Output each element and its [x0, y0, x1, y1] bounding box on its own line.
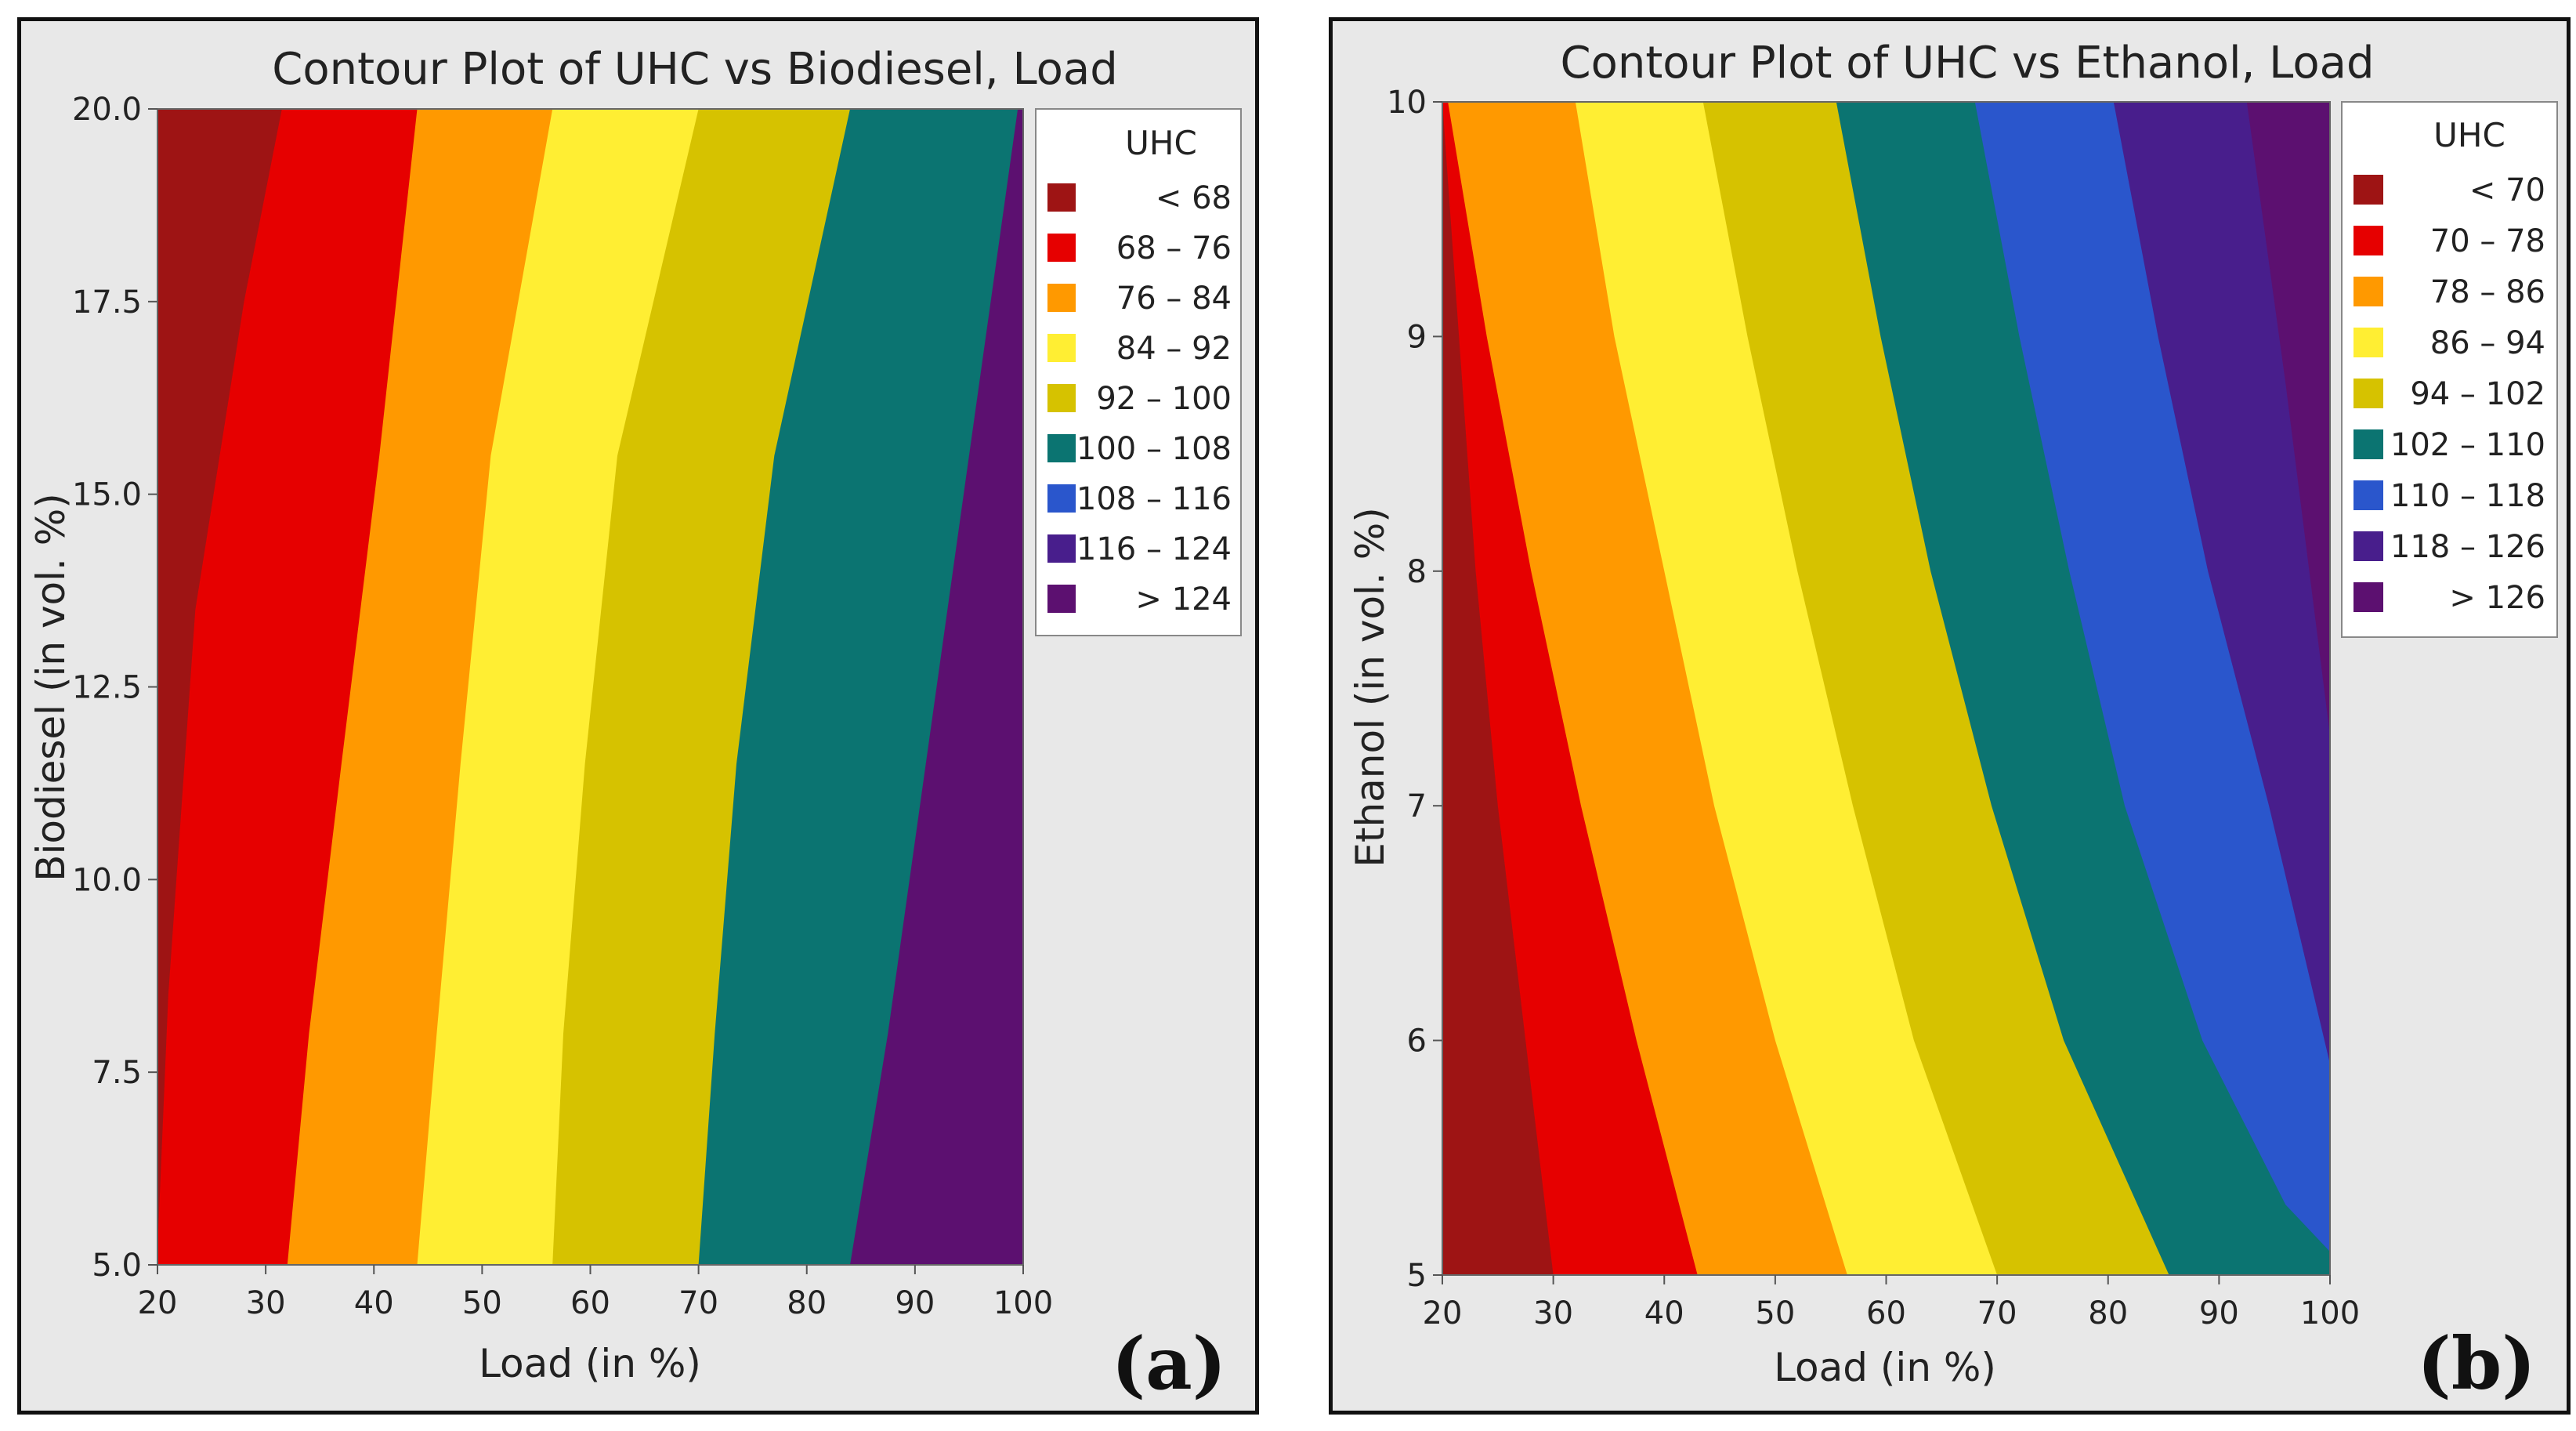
contour-chart-a: Contour Plot of UHC vs Biodiesel, Load 2… [28, 44, 1242, 1406]
panel-label: (b) [2417, 1321, 2535, 1406]
y-tick-label: 12.5 [72, 670, 142, 706]
y-tick-label: 5.0 [92, 1248, 142, 1284]
x-tick-label: 20 [1423, 1295, 1463, 1331]
legend-label: 100 – 108 [1076, 431, 1232, 467]
y-tick-label: 8 [1407, 554, 1427, 590]
x-tick-label: 50 [1755, 1295, 1795, 1331]
legend-label: 102 – 110 [2390, 427, 2545, 463]
legend-swatch [2353, 582, 2383, 612]
legend-label: 92 – 100 [1096, 381, 1232, 417]
legend: UHC < 70 70 – 78 78 – 86 86 – 94 94 – 102 102… [2341, 101, 2558, 638]
legend-swatch [1047, 434, 1076, 462]
legend-swatch [2353, 175, 2383, 205]
chart-title: Contour Plot of UHC vs Biodiesel, Load [272, 44, 1118, 95]
x-tick-label: 90 [2199, 1295, 2239, 1331]
legend-label: 110 – 118 [2390, 478, 2545, 514]
contour-region [1442, 102, 1554, 1275]
x-tick-label: 70 [1977, 1295, 2017, 1331]
legend-swatch [1047, 334, 1076, 362]
legend-swatch [2353, 277, 2383, 306]
legend-swatch [1047, 234, 1076, 262]
x-tick-label: 50 [462, 1285, 502, 1321]
legend-label: 116 – 124 [1076, 531, 1232, 567]
x-tick-label: 80 [787, 1285, 827, 1321]
x-tick-label: 100 [993, 1285, 1053, 1321]
x-tick-label: 30 [1533, 1295, 1573, 1331]
contour-panel-a: Contour Plot of UHC vs Biodiesel, Load 2… [17, 17, 1259, 1415]
legend-swatch [1047, 384, 1076, 412]
legend-swatch [1047, 183, 1076, 212]
legend-title: UHC [2433, 116, 2505, 154]
legend-swatch [1047, 484, 1076, 513]
y-axis-ticks: 5 6 7 8 9 10 [1387, 85, 1442, 1294]
legend-label: < 70 [2469, 172, 2545, 208]
y-tick-label: 10.0 [72, 862, 142, 898]
y-axis-ticks: 5.0 7.5 10.0 12.5 15.0 17.5 20.0 [72, 92, 157, 1284]
x-axis-label: Load (in %) [1774, 1345, 1996, 1390]
x-tick-label: 60 [1866, 1295, 1906, 1331]
y-tick-label: 9 [1407, 319, 1427, 355]
contour-region [157, 109, 282, 1265]
x-tick-label: 30 [246, 1285, 286, 1321]
legend-label: 76 – 84 [1116, 281, 1232, 317]
legend-label: 68 – 76 [1116, 230, 1232, 266]
legend-swatch [1047, 534, 1076, 563]
x-tick-label: 90 [895, 1285, 935, 1321]
legend-title: UHC [1125, 124, 1197, 162]
chart-title: Contour Plot of UHC vs Ethanol, Load [1560, 38, 2374, 89]
legend-swatch [2353, 328, 2383, 357]
x-axis-ticks: 20 30 40 50 60 70 80 90 100 [1423, 1275, 2360, 1331]
legend-swatch [2353, 379, 2383, 408]
y-tick-label: 7.5 [92, 1055, 142, 1091]
plot-area [1442, 101, 2331, 1276]
y-axis-label: Ethanol (in vol. %) [1348, 507, 1393, 867]
x-tick-label: 20 [138, 1285, 178, 1321]
legend-label: 84 – 92 [1116, 331, 1232, 367]
contour-chart-b: Contour Plot of UHC vs Ethanol, Load 20 3… [1348, 38, 2558, 1406]
legend-label: 94 – 102 [2410, 376, 2545, 412]
y-tick-label: 5 [1407, 1258, 1427, 1294]
legend-label: > 124 [1135, 581, 1232, 618]
legend-label: 108 – 116 [1076, 481, 1232, 517]
legend-label: 78 – 86 [2430, 274, 2545, 310]
y-axis-label: Biodiesel (in vol. %) [28, 493, 74, 882]
legend-swatch [2353, 480, 2383, 510]
y-tick-label: 7 [1407, 788, 1427, 824]
legend-swatch [2353, 226, 2383, 255]
y-tick-label: 10 [1387, 85, 1427, 121]
x-tick-label: 80 [2088, 1295, 2128, 1331]
y-tick-label: 15.0 [72, 477, 142, 513]
legend-swatch [2353, 429, 2383, 459]
legend-label: > 126 [2449, 580, 2545, 616]
y-tick-label: 20.0 [72, 92, 142, 128]
y-tick-label: 17.5 [72, 284, 142, 321]
x-axis-label: Load (in %) [479, 1341, 701, 1386]
legend-label: < 68 [1156, 180, 1232, 216]
y-tick-label: 6 [1407, 1023, 1427, 1060]
legend-swatch [1047, 284, 1076, 312]
legend-swatch [2353, 531, 2383, 561]
x-tick-label: 40 [1644, 1295, 1684, 1331]
panel-label: (a) [1112, 1321, 1227, 1406]
contour-panel-b: Contour Plot of UHC vs Ethanol, Load 20 3… [1329, 17, 2571, 1415]
x-tick-label: 60 [570, 1285, 610, 1321]
plot-area [157, 108, 1024, 1266]
legend: UHC < 68 68 – 76 76 – 84 84 – 92 92 – 100 100… [1035, 108, 1242, 636]
legend-label: 86 – 94 [2430, 325, 2545, 361]
x-tick-label: 100 [2300, 1295, 2360, 1331]
legend-swatch [1047, 585, 1076, 613]
x-tick-label: 40 [354, 1285, 394, 1321]
legend-label: 118 – 126 [2390, 529, 2545, 565]
legend-label: 70 – 78 [2430, 223, 2545, 259]
x-axis-ticks: 20 30 40 50 60 70 80 90 100 [138, 1265, 1053, 1321]
x-tick-label: 70 [678, 1285, 718, 1321]
